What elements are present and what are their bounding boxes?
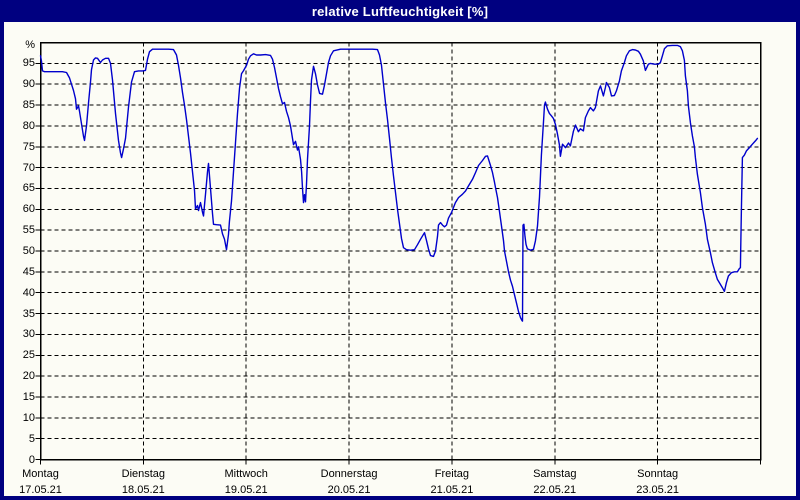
humidity-series	[39, 44, 759, 322]
plot-border	[39, 41, 762, 461]
y-axis-tick-label: 25	[22, 349, 35, 362]
plot-svg	[35, 41, 762, 465]
y-axis-tick-label: 40	[22, 286, 35, 299]
y-axis-tick-label: 50	[22, 245, 35, 257]
x-axis-date-label: 23.05.21	[636, 484, 680, 496]
x-axis-day-label: Sonntag	[637, 468, 679, 480]
x-axis-date-label: 21.05.21	[430, 484, 474, 496]
y-axis-tick-label: 45	[22, 265, 35, 278]
x-axis-day-label: Samstag	[533, 468, 577, 480]
chart-title: relative Luftfeuchtigkeit [%]	[311, 3, 489, 19]
x-axis-day-label: Mittwoch	[224, 468, 268, 480]
title-bar: relative Luftfeuchtigkeit [%]	[0, 0, 800, 22]
y-axis-tick-label: 20	[22, 370, 35, 383]
y-axis-unit-label: %	[25, 38, 35, 51]
chart-area: 0 5 10 15 20 25 30 35 40 45 50 55 60 65 70 75 80 85 90 95% …	[4, 22, 796, 496]
x-axis-date-label: 17.05.21	[19, 484, 62, 496]
y-axis-tick-label: 90	[22, 78, 35, 91]
y-axis-tick-label: 60	[22, 203, 35, 216]
y-axis-tick-label: 30	[22, 328, 35, 341]
y-axis-tick-label: 55	[22, 224, 35, 237]
y-axis-tick-label: 15	[22, 390, 35, 403]
x-axis-date-label: 19.05.21	[224, 484, 268, 496]
y-axis-tick-label: 70	[22, 161, 35, 174]
x-axis-day-label: Montag	[22, 468, 59, 480]
y-axis-tick-label: 35	[22, 307, 35, 320]
y-axis-tick-label: 65	[22, 182, 35, 195]
y-axis-tick-label: 75	[22, 140, 35, 153]
y-axis-tick-label: 10	[22, 411, 35, 424]
x-axis-date-label: 22.05.21	[533, 484, 577, 496]
y-axis-tick-label: 85	[22, 99, 35, 112]
y-axis-tick-label: 5	[28, 432, 35, 445]
y-axis-tick-label: 0	[28, 453, 35, 466]
x-axis-day-label: Donnerstag	[320, 468, 378, 480]
x-axis-day-label: Dienstag	[121, 468, 166, 480]
y-axis-tick-label: 80	[22, 119, 35, 132]
y-axis-tick-label: 95	[22, 57, 35, 70]
x-axis-day-label: Freitag	[434, 468, 470, 480]
x-axis-date-label: 18.05.21	[121, 484, 165, 496]
x-axis-date-label: 20.05.21	[327, 484, 371, 496]
